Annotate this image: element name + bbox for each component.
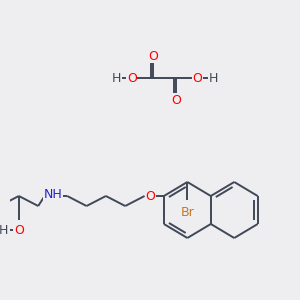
Text: O: O [171,94,181,106]
Text: NH: NH [43,188,62,200]
Text: H: H [0,224,8,236]
Text: O: O [127,71,137,85]
Text: O: O [148,50,158,62]
Text: O: O [146,190,155,202]
Text: Br: Br [181,206,194,218]
Text: O: O [14,224,24,236]
Text: H: H [112,71,121,85]
Text: H: H [208,71,218,85]
Text: O: O [193,71,202,85]
